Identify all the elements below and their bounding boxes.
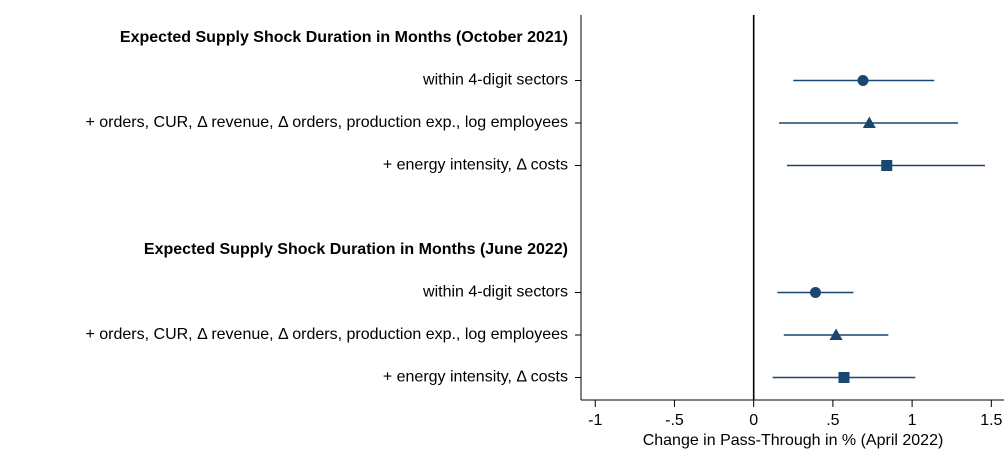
x-tick-label: -1	[588, 412, 602, 429]
x-tick-label: .5	[826, 412, 839, 429]
x-tick-label: -.5	[665, 412, 684, 429]
row-label: + energy intensity, Δ costs	[383, 157, 568, 174]
x-tick-label: 1.5	[980, 412, 1002, 429]
point-marker	[862, 116, 876, 128]
group-title: Expected Supply Shock Duration in Months…	[120, 29, 568, 46]
row-label: + energy intensity, Δ costs	[383, 369, 568, 386]
row-label: + orders, CUR, Δ revenue, Δ orders, prod…	[85, 326, 568, 343]
point-marker	[809, 287, 821, 298]
x-tick-label: 1	[908, 412, 917, 429]
x-tick-label: 0	[749, 412, 758, 429]
group-title: Expected Supply Shock Duration in Months…	[144, 241, 568, 258]
row-label: + orders, CUR, Δ revenue, Δ orders, prod…	[85, 114, 568, 131]
x-axis-title: Change in Pass-Through in % (April 2022)	[643, 432, 944, 449]
point-marker	[881, 160, 893, 171]
point-marker	[838, 372, 850, 383]
point-marker	[829, 328, 843, 340]
row-label: within 4-digit sectors	[422, 72, 568, 89]
row-label: within 4-digit sectors	[422, 284, 568, 301]
point-marker	[857, 75, 869, 86]
